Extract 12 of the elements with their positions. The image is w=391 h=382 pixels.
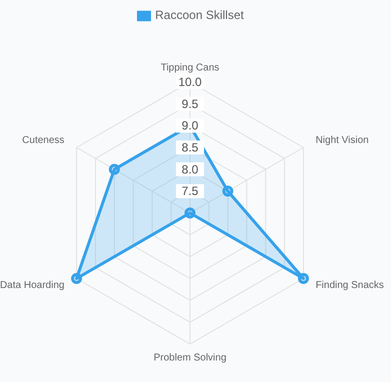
- y-tick-label: 7.5: [182, 184, 199, 198]
- spoke-label: Data Hoarding: [0, 280, 64, 291]
- spoke-label: Tipping Cans: [160, 62, 220, 74]
- y-tick-label: 10.0: [178, 75, 202, 89]
- y-tick-label: 8.5: [182, 140, 199, 154]
- y-tick-label: 8.0: [182, 162, 199, 176]
- spoke-label: Night Vision: [316, 135, 369, 146]
- spoke-label: Cuteness: [22, 135, 64, 146]
- legend-label: Raccoon Skillset: [155, 8, 244, 22]
- spoke-label: Finding Snacks: [316, 280, 384, 291]
- y-tick-label: 9.5: [182, 96, 199, 111]
- spoke-label: Problem Solving: [154, 352, 226, 364]
